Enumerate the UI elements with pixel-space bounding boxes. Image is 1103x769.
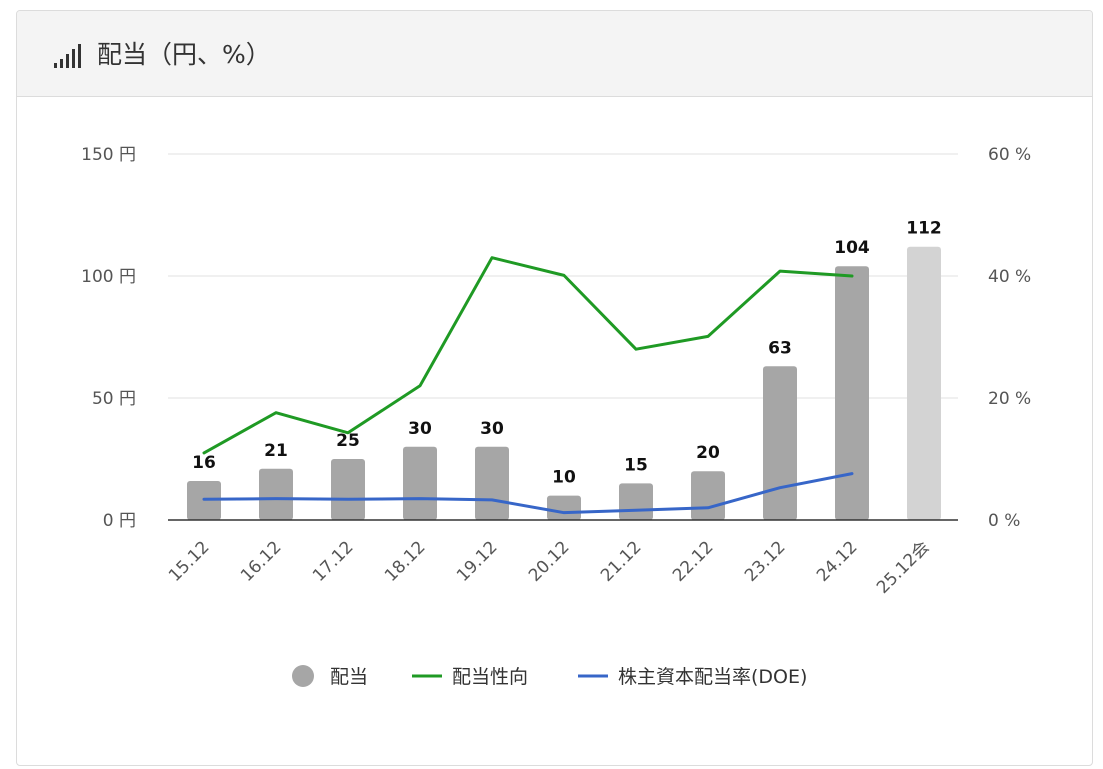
dividend-bar <box>907 246 941 520</box>
bar-data-label: 25 <box>336 431 360 451</box>
dividend-bar <box>763 366 797 520</box>
dividend-bar <box>475 446 509 520</box>
y-left-tick-label: 0 円 <box>103 511 136 531</box>
dividend-bar <box>619 483 653 520</box>
x-tick-label: 24.12 <box>813 537 862 586</box>
x-tick-label: 19.12 <box>453 537 502 586</box>
y-right-tick-label: 40 % <box>988 267 1031 287</box>
y-left-tick-label: 150 円 <box>81 145 136 165</box>
card-title: 配当（円、%） <box>97 40 271 69</box>
bar-signal-icon <box>54 44 81 68</box>
x-tick-label: 23.12 <box>741 537 790 586</box>
legend-swatch-bar <box>292 665 314 687</box>
doe-line <box>202 472 854 515</box>
bar-data-label: 104 <box>834 238 870 258</box>
x-tick-label: 16.12 <box>237 537 286 586</box>
payout-ratio-line <box>202 256 854 455</box>
legend-label: 株主資本配当率(DOE) <box>618 666 807 688</box>
bar-data-label: 16 <box>192 453 216 473</box>
x-tick-label: 25.12会 <box>873 537 934 598</box>
bar-data-label: 30 <box>480 419 504 439</box>
dividend-bar <box>259 468 293 520</box>
dividend-bar <box>835 266 869 520</box>
bar-data-label: 30 <box>408 419 432 439</box>
y-left-tick-label: 100 円 <box>81 267 136 287</box>
bar-data-label: 10 <box>552 468 576 488</box>
bar-data-label: 63 <box>768 338 792 358</box>
x-tick-label: 20.12 <box>525 537 574 586</box>
bar-data-label: 15 <box>624 455 648 475</box>
x-tick-label: 18.12 <box>381 537 430 586</box>
y-right-tick-label: 20 % <box>988 389 1031 409</box>
x-tick-label: 17.12 <box>309 537 358 586</box>
dividend-bar <box>403 446 437 520</box>
dividend-bar <box>691 471 725 520</box>
x-tick-label: 21.12 <box>597 537 646 586</box>
y-right-tick-label: 60 % <box>988 145 1031 165</box>
legend-label: 配当 <box>330 666 368 688</box>
dividend-bar <box>331 459 365 520</box>
bar-data-label: 112 <box>906 219 942 239</box>
bar-data-label: 20 <box>696 443 720 463</box>
legend-label: 配当性向 <box>452 666 528 688</box>
bar-data-label: 21 <box>264 441 288 461</box>
y-left-tick-label: 50 円 <box>92 389 136 409</box>
x-tick-label: 15.12 <box>165 537 214 586</box>
y-right-tick-label: 0 % <box>988 511 1020 531</box>
dividend-bar <box>547 495 581 520</box>
x-tick-label: 22.12 <box>669 537 718 586</box>
card-header: 配当（円、%） <box>17 11 1092 97</box>
